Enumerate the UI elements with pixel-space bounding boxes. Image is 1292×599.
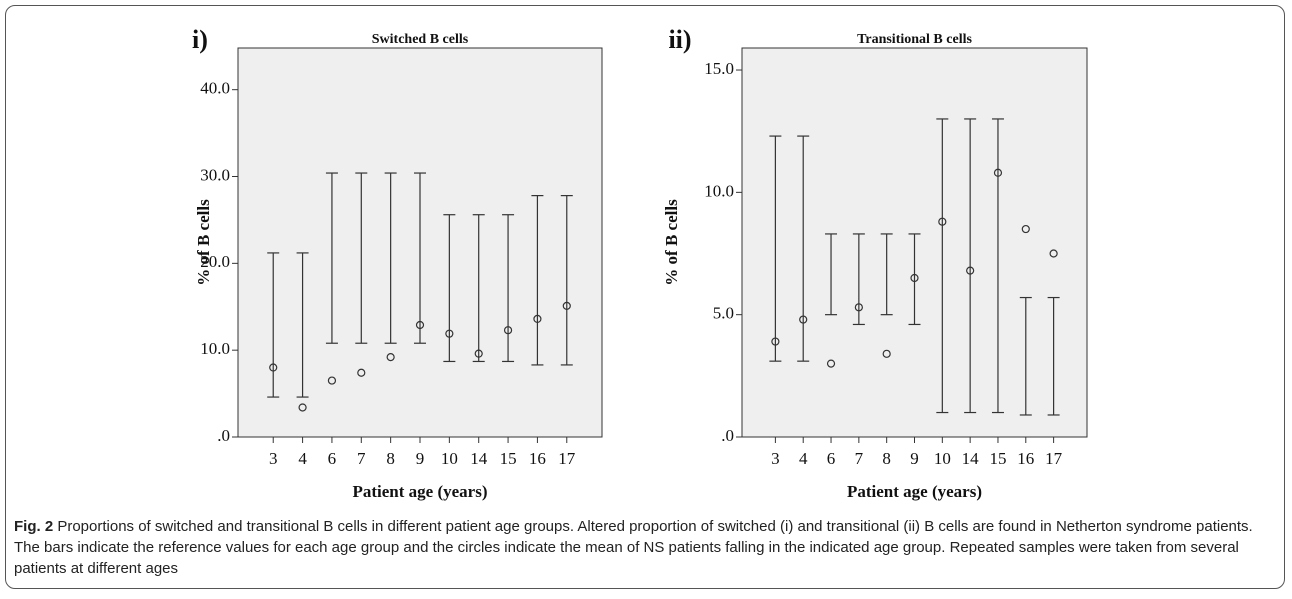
mean-marker (415, 320, 425, 330)
y-tick-label: .0 (721, 426, 734, 445)
y-axis-label: % of B cells (194, 199, 213, 286)
x-tick-label: 4 (799, 449, 808, 468)
y-tick-label: 40.0 (200, 79, 230, 98)
x-tick-label: 15 (500, 449, 517, 468)
mean-marker (357, 368, 366, 377)
figure-frame (5, 5, 1285, 589)
x-tick-label: 9 (416, 449, 425, 468)
mean-marker (938, 217, 947, 226)
x-tick-label: 14 (962, 449, 980, 468)
mean-marker (910, 273, 919, 283)
x-tick-label: 17 (558, 449, 576, 468)
mean-marker (799, 315, 808, 324)
caption: Fig. 2 Proportions of switched and trans… (14, 516, 1278, 579)
x-tick-label: 14 (470, 449, 488, 468)
x-tick-label: 6 (328, 449, 337, 468)
x-tick-label: 17 (1045, 449, 1063, 468)
panel-label: ii) (668, 25, 691, 54)
x-tick-label: 8 (882, 449, 891, 468)
mean-marker (882, 349, 891, 358)
x-tick-label: 7 (855, 449, 864, 468)
mean-marker (298, 403, 307, 412)
mean-marker (1021, 224, 1030, 234)
mean-marker (993, 168, 1003, 177)
mean-marker (386, 353, 395, 362)
x-axis-label: Patient age (years) (352, 482, 487, 501)
x-tick-label: 16 (529, 449, 546, 468)
x-axis-label: Patient age (years) (847, 482, 982, 501)
mean-marker (1049, 249, 1058, 258)
y-tick-label: 30.0 (200, 165, 230, 184)
y-tick-label: .0 (217, 426, 230, 445)
x-tick-label: 3 (269, 449, 278, 468)
caption-text: Proportions of switched and transitional… (14, 518, 1253, 577)
x-tick-label: 10 (934, 449, 951, 468)
x-tick-label: 16 (1017, 449, 1034, 468)
mean-marker (503, 326, 513, 335)
y-tick-label: 20.0 (200, 252, 230, 271)
x-tick-label: 15 (989, 449, 1006, 468)
x-tick-label: 8 (386, 449, 395, 468)
caption-label: Fig. 2 (14, 518, 54, 535)
x-tick-label: 7 (357, 449, 366, 468)
mean-marker (327, 376, 337, 385)
y-tick-label: 15.0 (704, 59, 734, 78)
chart-title: Transitional B cells (857, 32, 972, 47)
y-tick-label: 10.0 (200, 339, 230, 358)
charts: i) Switched B cells % of B cells Patient ag… (192, 25, 1088, 501)
x-tick-label: 6 (827, 449, 836, 468)
x-tick-label: 3 (771, 449, 780, 468)
plot-area (237, 47, 603, 438)
chart-title: Switched B cells (372, 32, 469, 47)
mean-marker (854, 303, 863, 312)
y-tick-label: 5.0 (713, 304, 734, 323)
panel-label: i) (192, 25, 208, 54)
mean-marker (474, 349, 483, 358)
mean-marker (771, 337, 780, 346)
mean-marker (826, 359, 836, 368)
mean-marker (562, 301, 571, 310)
x-tick-label: 10 (441, 449, 458, 468)
y-tick-label: 10.0 (704, 181, 734, 200)
mean-marker (533, 314, 542, 324)
mean-marker (269, 363, 278, 372)
x-tick-label: 9 (910, 449, 919, 468)
mean-marker (966, 266, 975, 275)
mean-marker (445, 329, 454, 338)
y-axis-label: % of B cells (662, 199, 681, 286)
x-tick-label: 4 (298, 449, 307, 468)
